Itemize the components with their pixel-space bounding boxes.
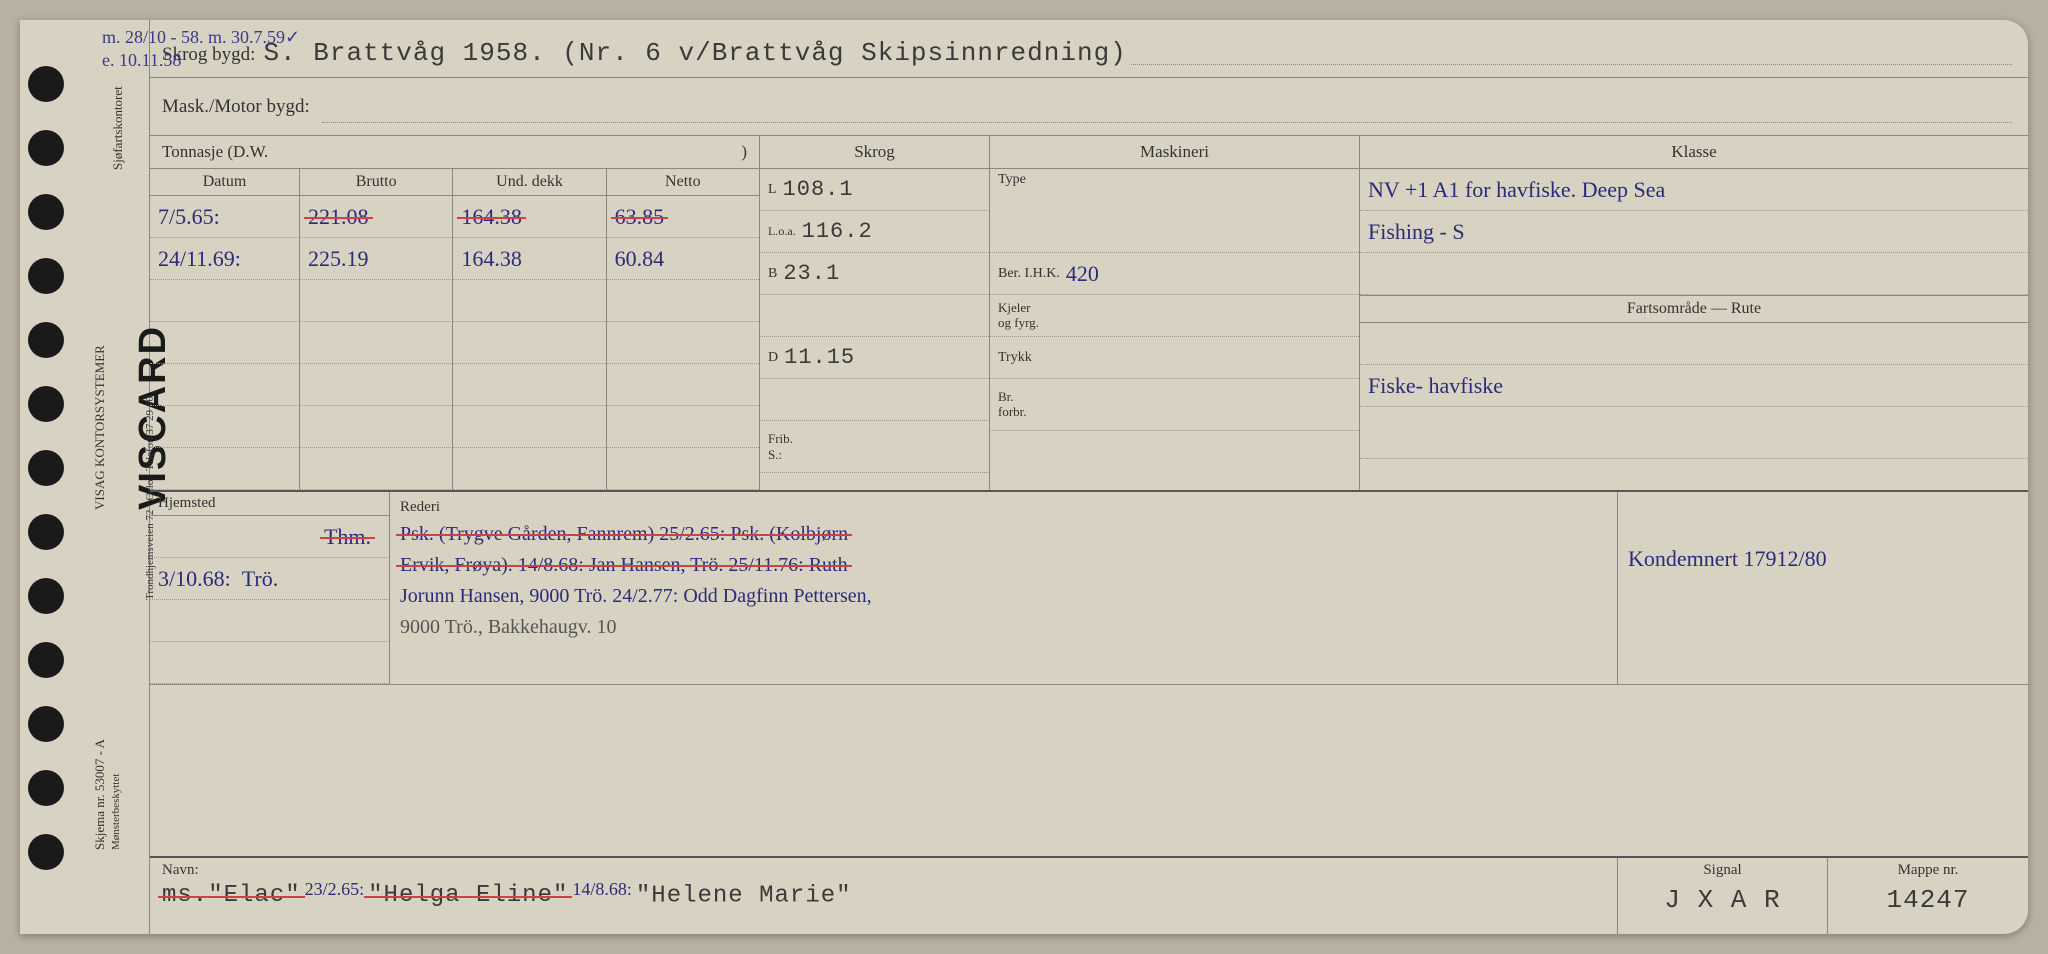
main-content: m. 28/10 - 58. m. 30.7.59✓ e. 10.11.58 S… — [150, 20, 2028, 934]
r0-netto: 63.85 — [615, 204, 665, 230]
r0-datum: 7/5.65: — [150, 196, 300, 238]
type-label: Type — [998, 172, 1026, 188]
main-grid: Tonnasje (D.W. ) Datum Brutto Und. dekk … — [150, 136, 2028, 492]
side-text-5: Mønsterbeskyttet — [110, 774, 122, 850]
navn-d2: 14/8.68: — [572, 879, 632, 899]
rederi-title: Rederi — [400, 496, 1607, 519]
index-card: VISCARD Sjøfartskontoret VISAG KONTORSYS… — [20, 20, 2028, 934]
skrog-col: Skrog L108.1 L.o.a.116.2 B23.1 D11.15 Fr… — [760, 136, 990, 490]
r0-und: 164.38 — [461, 204, 522, 230]
hjemsted-title: Hjemsted — [150, 492, 389, 516]
rederi-l3: Jorunn Hansen, 9000 Trö. 24/2.77: Odd Da… — [400, 585, 872, 607]
navn-d1: 23/2.65: — [305, 879, 365, 899]
frib-label: Frib. S.: — [768, 431, 793, 463]
side-text-4: Skjema nr. 53007 - A — [92, 739, 108, 850]
top-annotations: m. 28/10 - 58. m. 30.7.59✓ e. 10.11.58 — [102, 26, 300, 73]
fartsomrade-value: Fiske- havfiske — [1360, 365, 2028, 407]
r0-brutto: 221.08 — [308, 204, 369, 230]
trykk-label: Trykk — [998, 350, 1032, 366]
navn-label: Navn: — [162, 862, 1605, 879]
skrog-value: S. Brattvåg 1958. (Nr. 6 v/Brattvåg Skip… — [263, 38, 1126, 68]
maskineri-title: Maskineri — [990, 136, 1359, 169]
footer-mappe: Mappe nr. 14247 — [1828, 858, 2028, 934]
navn-v2: "Helene Marie" — [636, 882, 852, 909]
mappe-value: 14247 — [1840, 885, 2016, 915]
br-label: Br. forbr. — [998, 390, 1027, 419]
tonnasje-col: Tonnasje (D.W. ) Datum Brutto Und. dekk … — [150, 136, 760, 490]
col-brutto: Brutto — [300, 169, 453, 196]
tonnasje-title: Tonnasje (D.W. — [162, 142, 268, 162]
skrog-title: Skrog — [760, 136, 989, 169]
hj-1-loc: Trö. — [242, 566, 279, 592]
rederi-l1: Psk. (Trygve Gården, Fannrem) 25/2.65: P… — [400, 523, 848, 545]
hj-0-loc: Thm. — [324, 524, 371, 550]
annot-2: e. 10.11.58 — [102, 49, 300, 72]
side-text-2: VISAG KONTORSYSTEMER — [92, 345, 108, 510]
footer-signal: Signal J X A R — [1618, 858, 1828, 934]
col-und: Und. dekk — [453, 169, 606, 196]
navn-v1: "Helga Eline" — [368, 882, 568, 909]
klasse-v2: Fishing - S — [1360, 211, 2028, 253]
hjemsted-block: Hjemsted Thm. 3/10.68: Trö. Rederi Psk. … — [150, 492, 2028, 685]
hjemsted-col: Hjemsted Thm. 3/10.68: Trö. — [150, 492, 390, 684]
sidebar: VISCARD Sjøfartskontoret VISAG KONTORSYS… — [80, 20, 150, 934]
fartsomrade-title: Fartsområde — Rute — [1360, 295, 2028, 323]
tonnasje-title-end: ) — [741, 142, 747, 162]
tonnasje-row-0: 7/5.65: 221.08 164.38 63.85 — [150, 196, 759, 238]
col-netto: Netto — [607, 169, 759, 196]
footer-navn: Navn: ms."Elac" 23/2.65: "Helga Eline" 1… — [150, 858, 1618, 934]
navn-pre: ms."Elac" — [162, 882, 301, 909]
motor-bygd-row: Mask./Motor bygd: — [150, 78, 2028, 136]
r1-datum: 24/11.69: — [150, 238, 300, 280]
r1-und: 164.38 — [453, 238, 606, 280]
maskineri-col: Maskineri Type Ber. I.H.K. 420 Kjeler og … — [990, 136, 1360, 490]
kjeler-label: Kjeler og fyrg. — [998, 301, 1039, 330]
skrog-bygd-row: Skrog bygd: S. Brattvåg 1958. (Nr. 6 v/B… — [150, 20, 2028, 78]
rederi-col: Rederi Psk. (Trygve Gården, Fannrem) 25/… — [390, 492, 1618, 684]
tonnasje-row-1: 24/11.69: 225.19 164.38 60.84 — [150, 238, 759, 280]
annot-1: m. 28/10 - 58. m. 30.7.59✓ — [102, 26, 300, 49]
klasse-col: Klasse NV +1 A1 for havfiske. Deep Sea F… — [1360, 136, 2028, 490]
hj-1-date: 3/10.68: — [158, 566, 231, 592]
signal-label: Signal — [1630, 862, 1815, 879]
rederi-l2: Ervik, Frøya). 14/8.68: Jan Hansen, Trö.… — [400, 554, 848, 576]
tonnasje-subheader: Datum Brutto Und. dekk Netto — [150, 169, 759, 196]
signal-value: J X A R — [1630, 885, 1815, 915]
r1-brutto: 225.19 — [300, 238, 453, 280]
binder-holes — [20, 20, 80, 934]
ber-label: Ber. I.H.K. — [998, 266, 1060, 282]
rederi-note: Kondemnert 17912/80 — [1628, 546, 2018, 572]
mappe-label: Mappe nr. — [1840, 862, 2016, 879]
r1-netto: 60.84 — [607, 238, 759, 280]
klasse-title: Klasse — [1360, 136, 2028, 169]
rederi-note-col: Kondemnert 17912/80 — [1618, 492, 2028, 684]
skrog-L: 108.1 — [783, 177, 854, 202]
klasse-v1: NV +1 A1 for havfiske. Deep Sea — [1360, 169, 2028, 211]
skrog-D: 11.15 — [784, 345, 855, 370]
side-text-1: Sjøfartskontoret — [110, 86, 126, 170]
footer: Navn: ms."Elac" 23/2.65: "Helga Eline" 1… — [150, 856, 2028, 934]
motor-label: Mask./Motor bygd: — [162, 96, 310, 118]
col-datum: Datum — [150, 169, 300, 196]
rederi-l4: 9000 Trö., Bakkehaugv. 10 — [400, 612, 1607, 643]
skrog-Loa: 116.2 — [802, 219, 873, 244]
skrog-B: 23.1 — [783, 261, 840, 286]
ber-value: 420 — [1066, 261, 1099, 287]
